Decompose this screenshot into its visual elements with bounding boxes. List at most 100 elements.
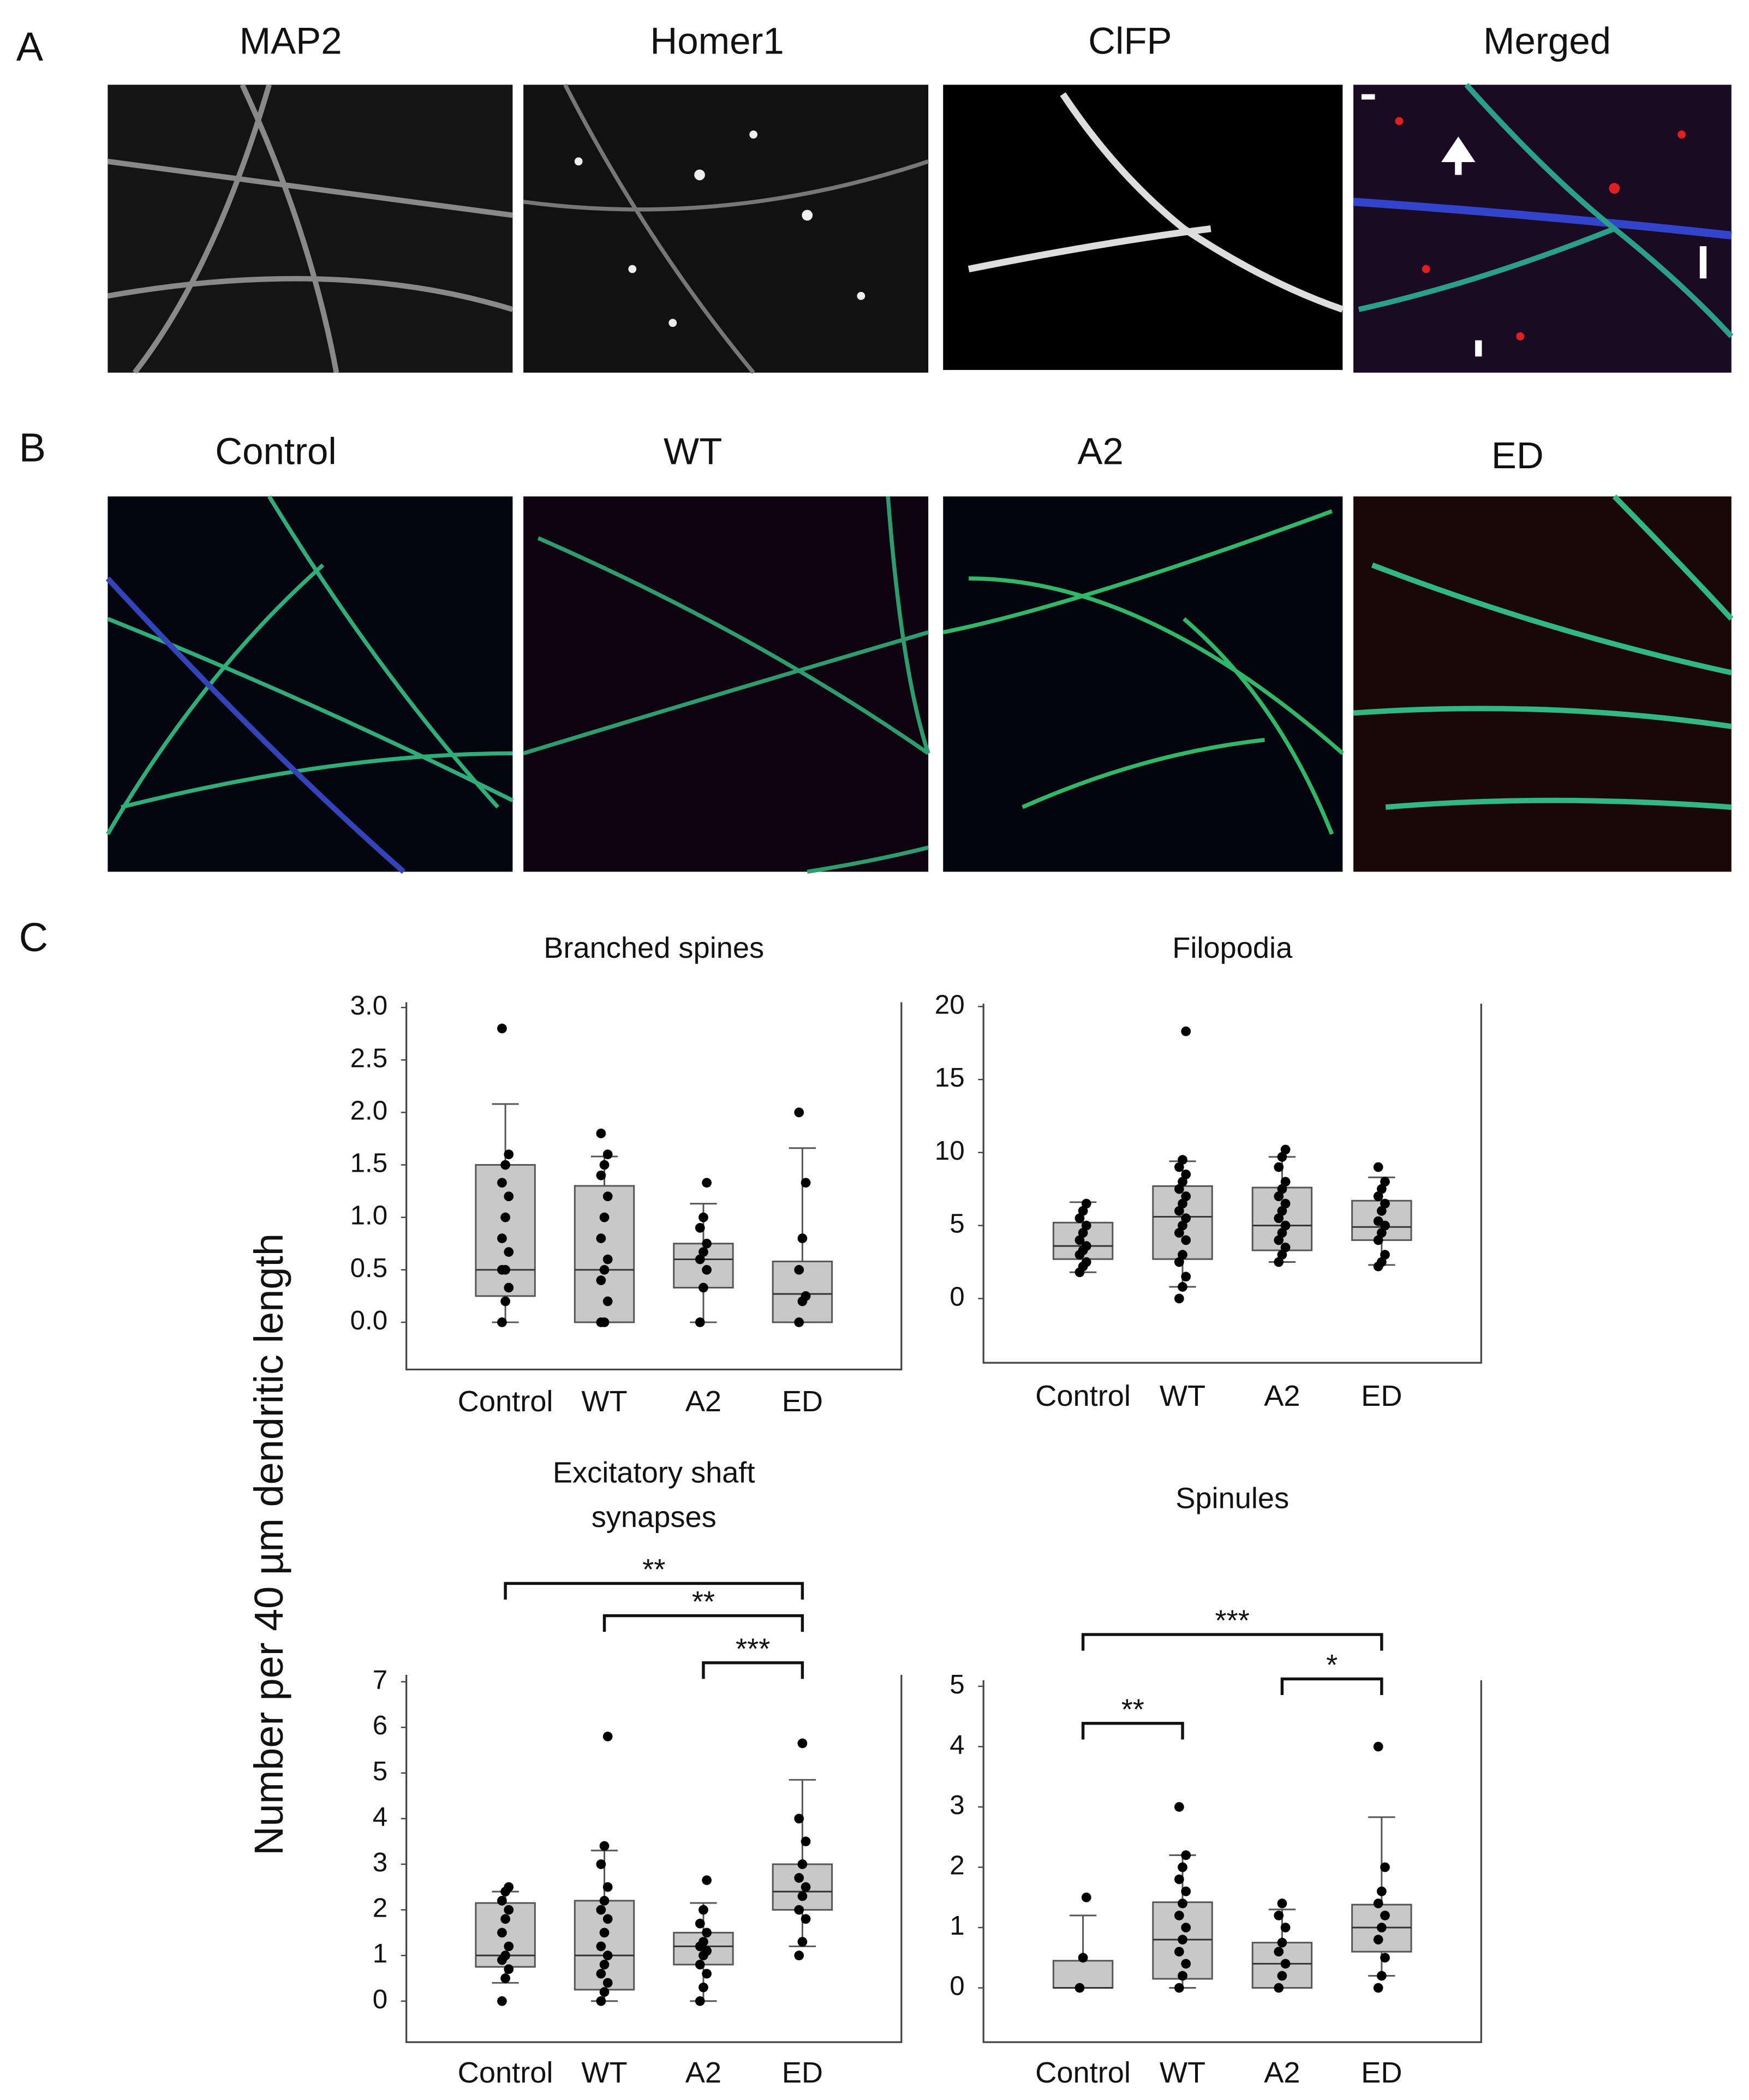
data-point [1373,1235,1383,1245]
y-tick-label: 0 [373,1984,387,2014]
y-tick-label: 10 [935,1136,965,1166]
data-point [1274,1162,1284,1172]
y-tick-label: 1.5 [350,1148,388,1178]
data-point [596,1233,606,1243]
data-point [1178,1198,1187,1209]
data-point [1380,1953,1390,1963]
data-point [1178,1898,1187,1908]
data-point [801,1291,811,1301]
chart-title: synapses [592,1501,717,1534]
data-point [596,1128,606,1138]
x-tick-label: ED [1361,1380,1402,1412]
data-point [500,1950,510,1961]
data-point [702,1968,712,1979]
data-point [1174,1874,1184,1884]
image-title: Control [215,430,336,472]
data-point [1277,1971,1287,1981]
data-point [596,1170,606,1180]
data-point [500,1914,510,1924]
data-point [599,1987,610,1997]
significance-bracket [504,1582,804,1600]
data-point [1380,1862,1390,1872]
data-point [1174,1228,1184,1238]
panel-label: A [16,24,44,69]
significance-label: * [1326,1649,1338,1681]
data-point [1373,1898,1383,1908]
data-point [1280,1959,1291,1969]
data-point [702,1178,712,1188]
data-point [794,1317,804,1327]
x-tick-label: Control [1035,2056,1131,2089]
data-point [504,1905,514,1915]
data-point [1277,1206,1287,1216]
data-point [497,1317,507,1327]
data-point [1178,1220,1187,1231]
data-point [497,1233,507,1243]
data-point [1178,1282,1187,1292]
data-point [1376,1228,1387,1238]
data-point [596,1905,606,1915]
data-point [1380,1177,1390,1187]
chart-title: Branched spines [544,932,764,964]
data-point [596,1968,606,1979]
data-point [1174,1947,1184,1957]
data-point [1373,1162,1383,1172]
y-tick-label: 2.0 [350,1095,388,1125]
x-tick-label: Control [458,2056,553,2089]
data-point [1373,1741,1383,1752]
image-title: MAP2 [240,20,342,62]
data-point [1075,1983,1085,1993]
data-point [794,1107,804,1118]
significance-bracket [1081,1633,1383,1651]
x-tick-label: ED [1361,2056,1402,2089]
data-point [1178,1177,1187,1187]
data-point [1078,1953,1088,1963]
data-point [500,1973,510,1983]
data-point [1178,1971,1187,1981]
data-point [500,1212,510,1222]
data-point [1181,1235,1191,1245]
x-tick-label: A2 [685,2056,721,2089]
data-point [699,1905,708,1915]
data-point [1380,1911,1390,1920]
data-point [1078,1206,1088,1216]
data-point [1376,1206,1387,1216]
chart-title: Filopodia [1172,932,1293,964]
data-point [504,1191,514,1202]
data-point [797,1937,808,1947]
data-point [599,1895,610,1906]
image-title: ClFP [1088,20,1172,62]
data-point [1274,1235,1284,1245]
significance-bracket [702,1661,804,1679]
y-tick-label: 2 [373,1893,387,1923]
data-point [1376,1971,1387,1981]
y-axis-label: Number per 40 µm dendritic length [246,1233,291,1856]
data-point [599,1841,610,1851]
x-tick-label: Control [458,1385,553,1418]
y-tick-label: 6 [373,1710,387,1740]
x-tick-label: WT [1160,2056,1205,2089]
x-tick-label: A2 [685,1385,721,1418]
image-title: Merged [1483,20,1611,62]
data-point [1376,1923,1387,1932]
chart-title: Spinules [1175,1482,1289,1514]
data-point [801,1914,811,1924]
data-point [1174,1257,1184,1267]
data-point [596,1941,606,1952]
data-point [702,1875,712,1886]
data-point [1277,1250,1287,1260]
y-tick-label: 3 [950,1790,964,1820]
significance-label: ** [1121,1693,1144,1726]
data-point [1376,1886,1387,1896]
data-point [1274,1191,1284,1201]
data-point [1373,1935,1383,1944]
y-tick-label: 0 [950,1281,964,1311]
significance-bracket [1280,1677,1383,1696]
data-point [1373,1216,1383,1226]
data-point [794,1905,804,1915]
box [1052,1960,1114,1989]
x-tick-label: A2 [1264,1380,1300,1412]
data-point [599,1928,610,1938]
data-point [1181,1272,1191,1282]
data-point [1380,1198,1390,1209]
